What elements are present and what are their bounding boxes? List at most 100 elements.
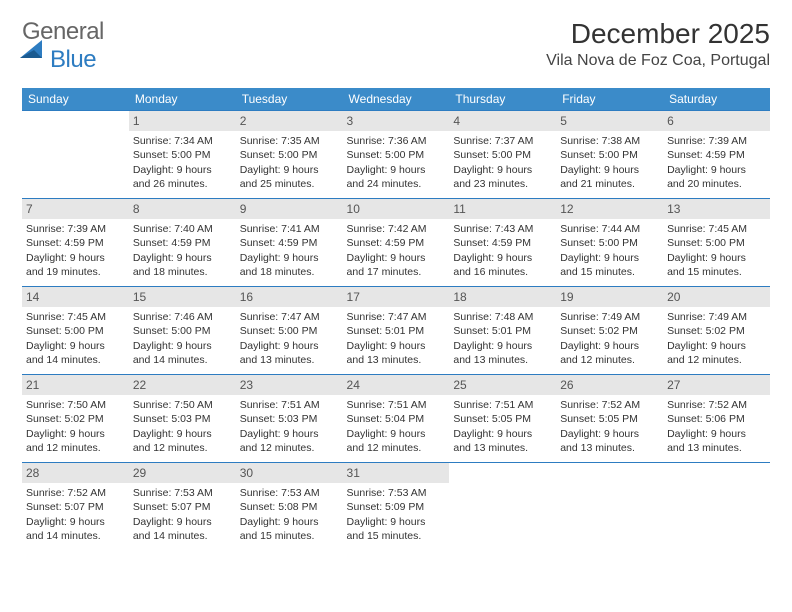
day-details: Sunrise: 7:45 AMSunset: 5:00 PMDaylight:… [26,310,125,367]
day-number: 9 [236,199,343,219]
day-number: 15 [129,287,236,307]
calendar-day-cell: 22Sunrise: 7:50 AMSunset: 5:03 PMDayligh… [129,375,236,463]
day-number: 18 [449,287,556,307]
calendar-day-cell: 23Sunrise: 7:51 AMSunset: 5:03 PMDayligh… [236,375,343,463]
day-number: 30 [236,463,343,483]
day-details: Sunrise: 7:42 AMSunset: 4:59 PMDaylight:… [347,222,446,279]
calendar-day-cell: 15 Sunrise: 7:46 AMSunset: 5:00 PMDayligh… [129,287,236,375]
calendar-day-cell: 13 Sunrise: 7:45 AMSunset: 5:00 PMDayligh… [663,199,770,287]
calendar-day-cell: 19 Sunrise: 7:49 AMSunset: 5:02 PMDayligh… [556,287,663,375]
day-details: Sunrise: 7:39 AMSunset: 4:59 PMDaylight:… [26,222,125,279]
day-number: 5 [556,111,663,131]
day-details: Sunrise: 7:39 AMSunset: 4:59 PMDaylight:… [667,134,766,191]
weekday-header: Wednesday [343,88,450,111]
day-details: Sunrise: 7:50 AMSunset: 5:02 PMDaylight:… [26,398,125,455]
calendar-day-cell [663,463,770,551]
day-number: 6 [663,111,770,131]
weekday-header: Thursday [449,88,556,111]
day-details: Sunrise: 7:52 AMSunset: 5:06 PMDaylight:… [667,398,766,455]
calendar-day-cell: 27 Sunrise: 7:52 AMSunset: 5:06 PMDayligh… [663,375,770,463]
calendar-day-cell: 20 Sunrise: 7:49 AMSunset: 5:02 PMDayligh… [663,287,770,375]
day-number: 25 [449,375,556,395]
calendar-day-cell: 18 Sunrise: 7:48 AMSunset: 5:01 PMDayligh… [449,287,556,375]
day-details: Sunrise: 7:40 AMSunset: 4:59 PMDaylight:… [133,222,232,279]
calendar-week-row: 7 Sunrise: 7:39 AMSunset: 4:59 PMDaylight… [22,199,770,287]
day-number: 2 [236,111,343,131]
day-number: 23 [236,375,343,395]
day-details: Sunrise: 7:52 AMSunset: 5:07 PMDaylight:… [26,486,125,543]
day-details: Sunrise: 7:50 AMSunset: 5:03 PMDaylight:… [133,398,232,455]
header: General Blue December 2025 Vila Nova de … [22,18,770,74]
day-details: Sunrise: 7:43 AMSunset: 4:59 PMDaylight:… [453,222,552,279]
day-details: Sunrise: 7:49 AMSunset: 5:02 PMDaylight:… [667,310,766,367]
calendar-week-row: 1 Sunrise: 7:34 AMSunset: 5:00 PMDaylight… [22,111,770,199]
title-block: December 2025 Vila Nova de Foz Coa, Port… [546,18,770,70]
day-details: Sunrise: 7:36 AMSunset: 5:00 PMDaylight:… [347,134,446,191]
calendar-day-cell: 9 Sunrise: 7:41 AMSunset: 4:59 PMDaylight… [236,199,343,287]
day-number: 8 [129,199,236,219]
weekday-header: Tuesday [236,88,343,111]
day-details: Sunrise: 7:34 AMSunset: 5:00 PMDaylight:… [133,134,232,191]
calendar-day-cell: 1 Sunrise: 7:34 AMSunset: 5:00 PMDaylight… [129,111,236,199]
day-details: Sunrise: 7:38 AMSunset: 5:00 PMDaylight:… [560,134,659,191]
weekday-header: Monday [129,88,236,111]
weekday-header: Saturday [663,88,770,111]
calendar-day-cell: 21 Sunrise: 7:50 AMSunset: 5:02 PMDayligh… [22,375,129,463]
calendar-day-cell: 3 Sunrise: 7:36 AMSunset: 5:00 PMDaylight… [343,111,450,199]
calendar-day-cell: 7 Sunrise: 7:39 AMSunset: 4:59 PMDaylight… [22,199,129,287]
day-details: Sunrise: 7:47 AMSunset: 5:01 PMDaylight:… [347,310,446,367]
day-number: 24 [343,375,450,395]
day-details: Sunrise: 7:37 AMSunset: 5:00 PMDaylight:… [453,134,552,191]
day-details: Sunrise: 7:51 AMSunset: 5:04 PMDaylight:… [347,398,446,455]
day-details: Sunrise: 7:46 AMSunset: 5:00 PMDaylight:… [133,310,232,367]
calendar-day-cell: 5 Sunrise: 7:38 AMSunset: 5:00 PMDaylight… [556,111,663,199]
location: Vila Nova de Foz Coa, Portugal [546,52,770,70]
day-number: 14 [22,287,129,307]
day-number: 7 [22,199,129,219]
day-number: 13 [663,199,770,219]
day-number: 12 [556,199,663,219]
day-number: 26 [556,375,663,395]
calendar-day-cell: 26Sunrise: 7:52 AMSunset: 5:05 PMDayligh… [556,375,663,463]
calendar-day-cell: 24 Sunrise: 7:51 AMSunset: 5:04 PMDayligh… [343,375,450,463]
calendar-day-cell [449,463,556,551]
calendar-day-cell: 31 Sunrise: 7:53 AMSunset: 5:09 PMDayligh… [343,463,450,551]
day-number: 19 [556,287,663,307]
day-details: Sunrise: 7:53 AMSunset: 5:09 PMDaylight:… [347,486,446,543]
day-details: Sunrise: 7:45 AMSunset: 5:00 PMDaylight:… [667,222,766,279]
day-number: 4 [449,111,556,131]
weekday-header-row: Sunday Monday Tuesday Wednesday Thursday… [22,88,770,111]
day-details: Sunrise: 7:44 AMSunset: 5:00 PMDaylight:… [560,222,659,279]
day-details: Sunrise: 7:49 AMSunset: 5:02 PMDaylight:… [560,310,659,367]
calendar-day-cell: 2Sunrise: 7:35 AMSunset: 5:00 PMDaylight… [236,111,343,199]
day-number: 3 [343,111,450,131]
calendar-day-cell: 16Sunrise: 7:47 AMSunset: 5:00 PMDayligh… [236,287,343,375]
calendar-day-cell: 11Sunrise: 7:43 AMSunset: 4:59 PMDayligh… [449,199,556,287]
day-number: 10 [343,199,450,219]
day-number: 31 [343,463,450,483]
day-number: 29 [129,463,236,483]
sail-icon [20,40,46,60]
day-details: Sunrise: 7:53 AMSunset: 5:07 PMDaylight:… [133,486,232,543]
calendar-day-cell: 30 Sunrise: 7:53 AMSunset: 5:08 PMDayligh… [236,463,343,551]
calendar-week-row: 21 Sunrise: 7:50 AMSunset: 5:02 PMDayligh… [22,375,770,463]
day-number: 20 [663,287,770,307]
day-number: 17 [343,287,450,307]
day-number: 27 [663,375,770,395]
day-number: 1 [129,111,236,131]
calendar-week-row: 14 Sunrise: 7:45 AMSunset: 5:00 PMDayligh… [22,287,770,375]
weekday-header: Friday [556,88,663,111]
calendar-table: Sunday Monday Tuesday Wednesday Thursday… [22,88,770,551]
day-number: 28 [22,463,129,483]
day-number: 21 [22,375,129,395]
calendar-day-cell: 17 Sunrise: 7:47 AMSunset: 5:01 PMDayligh… [343,287,450,375]
calendar-day-cell: 28 Sunrise: 7:52 AMSunset: 5:07 PMDayligh… [22,463,129,551]
calendar-day-cell: 4 Sunrise: 7:37 AMSunset: 5:00 PMDaylight… [449,111,556,199]
day-details: Sunrise: 7:48 AMSunset: 5:01 PMDaylight:… [453,310,552,367]
day-details: Sunrise: 7:53 AMSunset: 5:08 PMDaylight:… [240,486,339,543]
calendar-day-cell: 29 Sunrise: 7:53 AMSunset: 5:07 PMDayligh… [129,463,236,551]
day-details: Sunrise: 7:51 AMSunset: 5:05 PMDaylight:… [453,398,552,455]
calendar-day-cell: 14 Sunrise: 7:45 AMSunset: 5:00 PMDayligh… [22,287,129,375]
day-details: Sunrise: 7:41 AMSunset: 4:59 PMDaylight:… [240,222,339,279]
calendar-day-cell [22,111,129,199]
